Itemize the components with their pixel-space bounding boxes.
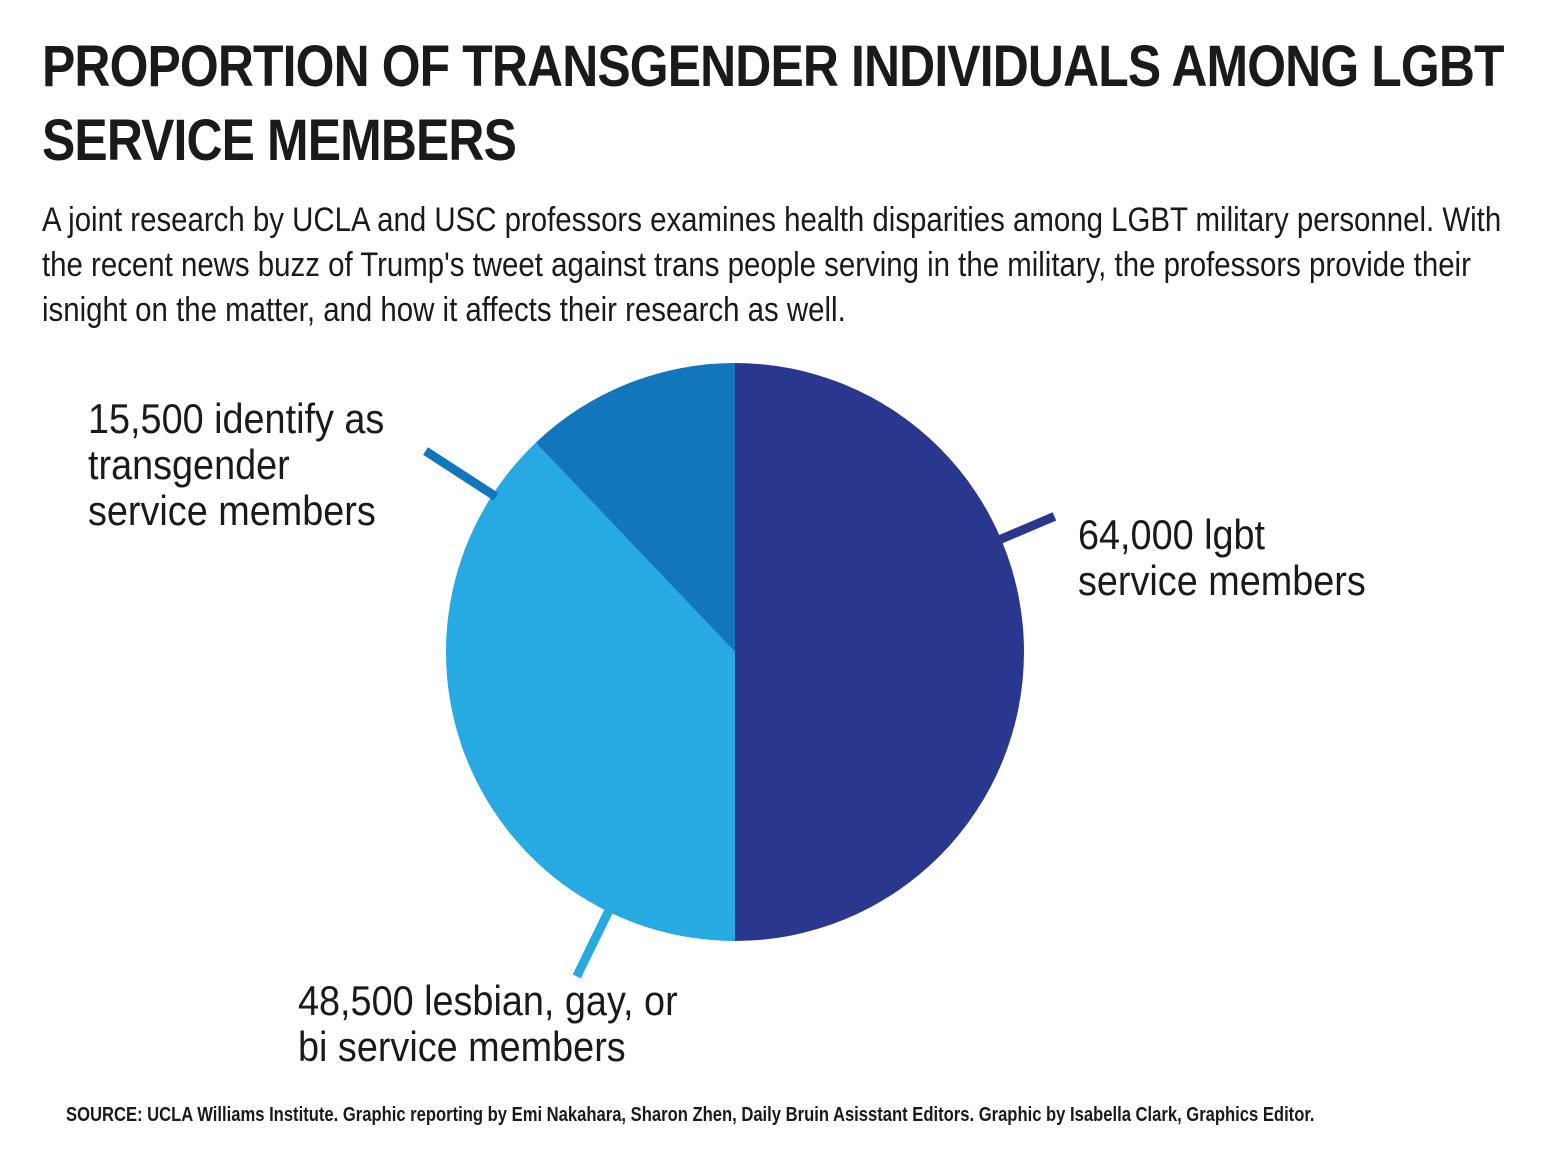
label-lgb-line-1: 48,500 lesbian, gay, or: [298, 977, 678, 1024]
pie-slice-transgender-service-members: [535, 363, 735, 652]
label-transgender-line-1: 15,500 identify as: [88, 395, 385, 442]
label-lgb-line-2: bi service members: [298, 1023, 626, 1070]
source-credit: SOURCE: UCLA Williams Institute. Graphic…: [66, 1104, 1315, 1126]
label-lgbt-line-2: service members: [1078, 557, 1366, 604]
chart-subtitle: A joint research by UCLA and USC profess…: [42, 201, 1502, 329]
label-lgbt-line-1: 64,000 lgbt: [1078, 511, 1266, 558]
leader-line-transgender-service-members: [423, 447, 499, 501]
leader-line-lesbian-gay-or-bi-service-members: [572, 906, 615, 979]
label-lgb: 48,500 lesbian, gay, or bi service membe…: [298, 978, 678, 1070]
label-transgender-line-3: service members: [88, 487, 376, 534]
page-title: PROPORTION OF TRANSGENDER INDIVIDUALS AM…: [42, 34, 1504, 173]
label-lgbt: 64,000 lgbt service members: [1078, 512, 1366, 604]
pie-slice-lesbian-gay-or-bi-service-members: [446, 442, 735, 941]
label-transgender: 15,500 identify as transgender service m…: [88, 396, 384, 534]
label-transgender-line-2: transgender: [88, 441, 290, 488]
pie-slice-lgbt-service-members: [735, 363, 1024, 941]
leader-line-lgbt-service-members: [995, 512, 1057, 545]
